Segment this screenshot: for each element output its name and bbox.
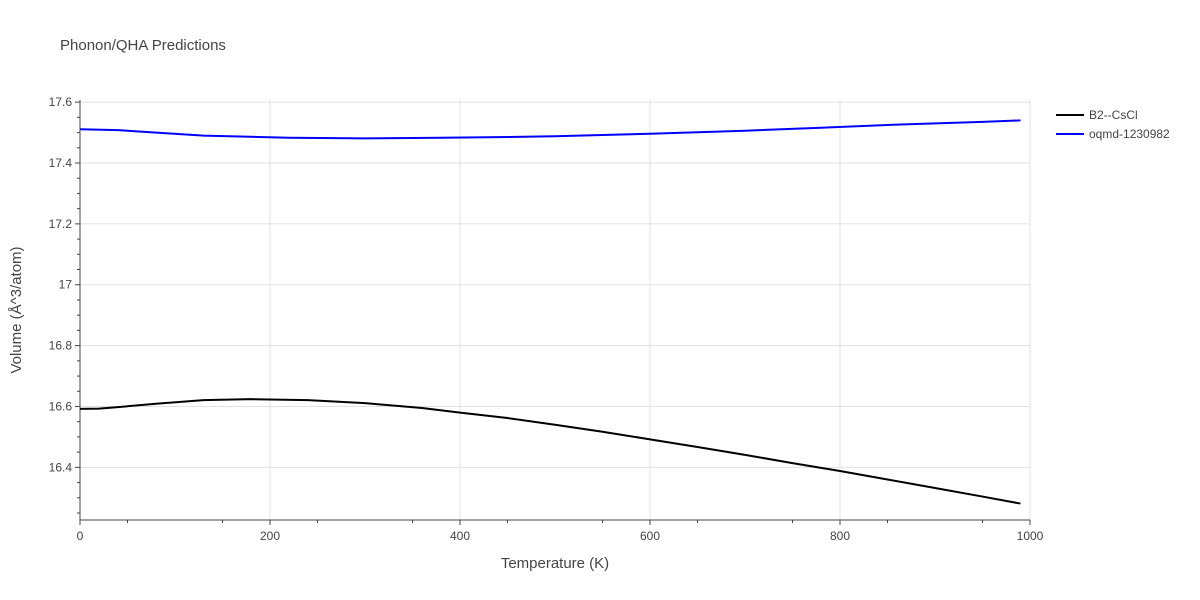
y-tick-label: 16.4 — [49, 460, 73, 474]
y-tick-label: 17.2 — [49, 217, 73, 231]
x-tick-label: 0 — [77, 529, 84, 543]
x-tick-label: 200 — [260, 529, 280, 543]
y-tick-label: 17 — [59, 278, 73, 292]
tick-marks — [75, 101, 1031, 525]
series-lines — [79, 119, 1021, 505]
axes — [79, 100, 1030, 521]
series-line-1 — [79, 398, 1021, 505]
gridlines — [80, 100, 1031, 520]
x-tick-label: 1000 — [1017, 529, 1044, 543]
y-tick-label: 17.6 — [49, 95, 73, 109]
legend-label: B2--CsCl — [1089, 108, 1138, 122]
series-line-2 — [79, 119, 1021, 140]
x-tick-label: 800 — [830, 529, 850, 543]
legend-item[interactable]: B2--CsCl — [1056, 108, 1138, 122]
x-tick-label: 600 — [640, 529, 660, 543]
y-tick-label: 17.4 — [49, 156, 73, 170]
x-tick-label: 400 — [450, 529, 470, 543]
chart-title: Phonon/QHA Predictions — [60, 37, 226, 54]
y-axis-title: Volume (Å^3/atom) — [8, 246, 25, 373]
legend-label: oqmd-1230982 — [1089, 127, 1170, 141]
y-tick-label: 16.8 — [49, 339, 73, 353]
y-tick-label: 16.6 — [49, 399, 73, 413]
legend[interactable]: B2--CsCl oqmd-1230982 — [1056, 108, 1170, 141]
legend-item[interactable]: oqmd-1230982 — [1056, 127, 1170, 141]
tick-labels: 0 200 400 600 800 1000 16.4 16.6 16.8 17 17.2 17.4 1… — [49, 95, 1044, 543]
x-axis-title: Temperature (K) — [501, 555, 609, 572]
